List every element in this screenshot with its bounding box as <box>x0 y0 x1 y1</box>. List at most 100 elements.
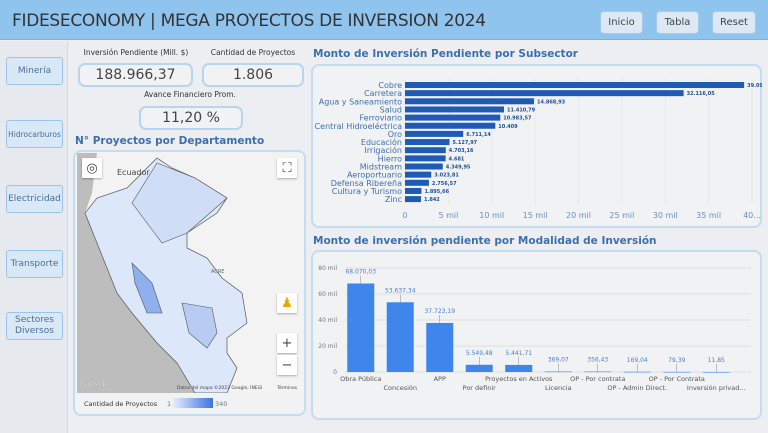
map-terms[interactable]: Términos <box>276 384 298 391</box>
page-title: FIDESECONOMY | MEGA PROYECTOS DE INVERSI… <box>12 11 486 31</box>
bar <box>702 371 730 373</box>
data-label: 32.116,05 <box>687 91 716 97</box>
bar <box>405 90 684 97</box>
google-logo: Google <box>81 380 109 389</box>
data-label: 169,04 <box>627 357 648 364</box>
bar <box>426 322 454 372</box>
sidebar-item-hidrocarburos[interactable]: Hidrocarburos <box>6 120 63 148</box>
bar <box>465 364 493 372</box>
bar <box>405 147 446 154</box>
bar <box>405 122 496 129</box>
location-icon[interactable]: ◎ <box>82 158 102 178</box>
avance-value: 11,20 % <box>139 106 243 130</box>
data-label: 5.549,48 <box>466 350 493 357</box>
bar <box>405 106 504 113</box>
category-label: Agua y Saneamiento <box>319 97 402 106</box>
sidebar-item-sectores-diversos[interactable]: Sectores Diversos <box>6 312 63 340</box>
bar <box>663 371 691 373</box>
category-label: APP <box>434 375 446 383</box>
modalidad-chart-title: Monto de inversión pendiente por Modalid… <box>313 235 657 247</box>
inversion-label: Inversión Pendiente (Mill. $) <box>83 48 189 57</box>
x-tick-label: 0 <box>402 211 407 220</box>
bar <box>405 171 432 178</box>
y-tick-label: 0 <box>333 369 337 376</box>
bar <box>405 114 501 121</box>
y-tick-label: 20 mil <box>318 343 337 350</box>
inicio-button[interactable]: Inicio <box>600 11 643 34</box>
bar <box>386 302 414 372</box>
data-label: 1.842 <box>424 197 440 203</box>
category-label: Central Hidroeléctrica <box>315 121 403 131</box>
map-label-ecuador: Ecuador <box>117 168 150 177</box>
department-cusco[interactable] <box>181 302 218 349</box>
bar <box>505 364 533 372</box>
subsector-chart-title: Monto de Inversión Pendiente por Subsect… <box>313 48 578 60</box>
legend-title: Cantidad de Proyectos <box>84 400 158 408</box>
bar <box>544 371 572 373</box>
legend-max: 340 <box>215 400 228 408</box>
y-tick-label: 40 mil <box>318 317 337 324</box>
category-label: Cobre <box>378 81 402 90</box>
bar <box>405 98 534 105</box>
fullscreen-icon[interactable]: ⛶ <box>277 158 297 178</box>
category-label: Inversión privad... <box>687 384 746 392</box>
sidebar-item-mineria[interactable]: Minería <box>6 57 63 85</box>
pegman-icon[interactable]: ♟ <box>277 293 297 313</box>
category-label: Por definir <box>463 384 497 392</box>
map-title: N° Proyectos por Departamento <box>75 135 265 147</box>
category-label: Cultura y Turismo <box>332 187 402 196</box>
category-label: Obra Pública <box>340 375 381 383</box>
data-label: 2.756,57 <box>432 181 457 187</box>
bar <box>405 196 421 203</box>
data-label: 53.637,34 <box>385 287 416 294</box>
bar <box>347 283 375 372</box>
bar <box>405 82 745 88</box>
y-tick-label: 80 mil <box>318 265 337 272</box>
reset-button[interactable]: Reset <box>712 11 756 34</box>
zoom-out-icon[interactable]: − <box>277 355 297 375</box>
category-label: Midstream <box>360 163 402 172</box>
category-label: Licencia <box>545 384 571 392</box>
modalidad-panel <box>311 250 762 420</box>
category-label: OP - Admin Direct. <box>607 384 667 392</box>
department-lima[interactable] <box>131 262 163 314</box>
tabla-button[interactable]: Tabla <box>656 11 699 34</box>
category-label: OP - Por contrata <box>570 375 625 383</box>
category-label: Irrigación <box>364 145 402 155</box>
department-map[interactable]: Ecuador ACRE Google Datos del mapa ©2023… <box>77 153 303 393</box>
category-label: Carretera <box>364 89 402 98</box>
x-tick-label: 25 mil <box>609 211 634 220</box>
zoom-in-icon[interactable]: + <box>277 333 297 353</box>
y-tick-label: 60 mil <box>318 291 337 298</box>
sidebar-item-electricidad[interactable]: Electricidad <box>6 185 63 213</box>
bar <box>405 187 422 194</box>
legend-gradient <box>173 398 213 408</box>
map-attribution: Datos del mapa ©2023 Google, INEGI <box>177 384 262 391</box>
bar <box>405 179 429 186</box>
category-label: Ferroviario <box>359 114 402 123</box>
x-tick-label: 40... <box>743 211 761 220</box>
category-label: Zinc <box>385 195 402 204</box>
proyectos-label: Cantidad de Proyectos <box>210 48 296 57</box>
data-label: 1.895,66 <box>424 189 449 195</box>
ocean-area <box>77 153 227 393</box>
department-loreto[interactable] <box>131 162 228 244</box>
data-label: 4.349,95 <box>446 165 471 171</box>
avance-label: Avance Financiero Prom. <box>144 90 236 99</box>
category-label: Aeroportuario <box>347 171 402 180</box>
data-label: 11.410,79 <box>507 107 536 113</box>
map-label-acre: ACRE <box>211 269 224 275</box>
category-label: Proyectos en Activos <box>485 375 553 383</box>
bar <box>584 371 612 373</box>
category-label: OP - Por Contrata <box>649 375 705 383</box>
data-label: 11,85 <box>708 357 725 364</box>
sidebar-item-transporte[interactable]: Transporte <box>6 250 63 278</box>
data-label: 37.723,19 <box>424 308 455 315</box>
bar <box>405 130 464 137</box>
bar <box>405 155 446 162</box>
data-label: 6.711,14 <box>466 132 491 138</box>
category-label: Hierro <box>378 154 402 163</box>
category-label: Defensa Ribereña <box>331 179 402 188</box>
data-label: 5.127,97 <box>452 140 477 146</box>
category-label: Educación <box>361 137 402 147</box>
